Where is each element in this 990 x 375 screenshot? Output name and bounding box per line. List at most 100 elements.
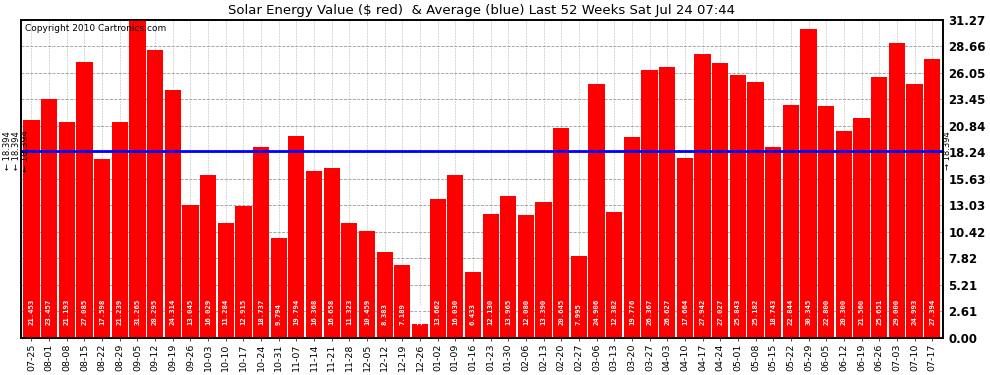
- Text: 9.794: 9.794: [275, 304, 282, 326]
- Bar: [288, 136, 305, 338]
- Bar: [306, 171, 322, 338]
- Text: 12.130: 12.130: [488, 299, 494, 326]
- Text: 27.394: 27.394: [930, 299, 936, 326]
- Text: 18.737: 18.737: [258, 299, 264, 326]
- Text: 13.662: 13.662: [435, 299, 441, 326]
- Text: 16.368: 16.368: [311, 299, 317, 326]
- Bar: [236, 206, 251, 338]
- Text: 30.345: 30.345: [806, 299, 812, 326]
- Bar: [836, 131, 852, 338]
- Text: 26.367: 26.367: [646, 299, 652, 326]
- Bar: [783, 105, 799, 338]
- Bar: [252, 147, 269, 338]
- Bar: [164, 90, 181, 338]
- Text: 16.658: 16.658: [329, 299, 335, 326]
- Bar: [218, 223, 234, 338]
- Bar: [677, 158, 693, 338]
- Bar: [447, 175, 463, 338]
- Text: 7.995: 7.995: [576, 304, 582, 326]
- Bar: [624, 136, 641, 338]
- Text: 13.390: 13.390: [541, 299, 546, 326]
- Text: 25.651: 25.651: [876, 299, 882, 326]
- Text: 11.323: 11.323: [346, 299, 352, 326]
- Text: 8.383: 8.383: [382, 304, 388, 326]
- Text: 23.457: 23.457: [47, 299, 52, 326]
- Bar: [588, 84, 605, 338]
- Text: Copyright 2010 Cartronics.com: Copyright 2010 Cartronics.com: [26, 24, 166, 33]
- Bar: [536, 201, 551, 338]
- Text: 24.993: 24.993: [912, 299, 918, 326]
- Text: 20.645: 20.645: [558, 299, 564, 326]
- Bar: [112, 122, 128, 338]
- Text: 19.776: 19.776: [629, 299, 635, 326]
- Bar: [94, 159, 110, 338]
- Bar: [465, 272, 481, 338]
- Text: 27.942: 27.942: [700, 299, 706, 326]
- Bar: [41, 99, 57, 338]
- Text: → 18.394: → 18.394: [942, 131, 951, 170]
- Text: 25.843: 25.843: [735, 299, 741, 326]
- Text: 20.300: 20.300: [841, 299, 846, 326]
- Text: 28.295: 28.295: [152, 299, 158, 326]
- Bar: [430, 199, 446, 338]
- Bar: [818, 106, 835, 338]
- Text: 17.598: 17.598: [99, 299, 105, 326]
- Text: 12.915: 12.915: [241, 299, 247, 326]
- Bar: [765, 147, 781, 338]
- Bar: [359, 231, 375, 338]
- Bar: [342, 222, 357, 338]
- Text: 16.029: 16.029: [205, 299, 211, 326]
- Bar: [553, 128, 569, 338]
- Text: 16.030: 16.030: [452, 299, 458, 326]
- Text: 1.364: 1.364: [417, 304, 423, 326]
- Bar: [889, 43, 905, 338]
- Text: 24.314: 24.314: [169, 299, 176, 326]
- Text: 22.844: 22.844: [788, 299, 794, 326]
- Text: 11.284: 11.284: [223, 299, 229, 326]
- Text: 12.080: 12.080: [523, 299, 529, 326]
- Bar: [659, 67, 675, 338]
- Text: ← 18.394: ← 18.394: [12, 131, 21, 170]
- Bar: [871, 77, 887, 338]
- Bar: [76, 62, 92, 338]
- Bar: [571, 256, 587, 338]
- Bar: [482, 214, 499, 338]
- Text: 31.265: 31.265: [135, 299, 141, 326]
- Title: Solar Energy Value ($ red)  & Average (blue) Last 52 Weeks Sat Jul 24 07:44: Solar Energy Value ($ red) & Average (bl…: [229, 4, 736, 17]
- Bar: [730, 75, 746, 338]
- Text: ← 18.394: ← 18.394: [3, 131, 12, 170]
- Text: 13.045: 13.045: [187, 299, 193, 326]
- Bar: [412, 324, 428, 338]
- Bar: [394, 264, 411, 338]
- Bar: [853, 118, 869, 338]
- Bar: [907, 84, 923, 338]
- Text: 25.182: 25.182: [752, 299, 758, 326]
- Bar: [712, 63, 729, 338]
- Bar: [24, 120, 40, 338]
- Text: 19.794: 19.794: [293, 299, 299, 326]
- Bar: [518, 215, 534, 338]
- Text: 29.000: 29.000: [894, 299, 900, 326]
- Bar: [270, 238, 287, 338]
- Bar: [376, 252, 393, 338]
- Bar: [130, 20, 146, 338]
- Text: 6.433: 6.433: [470, 304, 476, 326]
- Text: 18.743: 18.743: [770, 299, 776, 326]
- Bar: [924, 59, 940, 338]
- Text: 12.382: 12.382: [611, 299, 618, 326]
- Text: 24.906: 24.906: [594, 299, 600, 326]
- Bar: [182, 205, 199, 338]
- Bar: [58, 122, 75, 338]
- Bar: [642, 70, 657, 338]
- Text: 27.027: 27.027: [717, 299, 724, 326]
- Bar: [500, 196, 517, 338]
- Bar: [147, 50, 163, 338]
- Text: 22.800: 22.800: [824, 299, 830, 326]
- Bar: [324, 168, 340, 338]
- Text: 10.459: 10.459: [364, 299, 370, 326]
- Text: 27.085: 27.085: [81, 299, 87, 326]
- Bar: [694, 54, 711, 338]
- Bar: [200, 175, 216, 338]
- Text: 21.453: 21.453: [29, 299, 35, 326]
- Text: 26.627: 26.627: [664, 299, 670, 326]
